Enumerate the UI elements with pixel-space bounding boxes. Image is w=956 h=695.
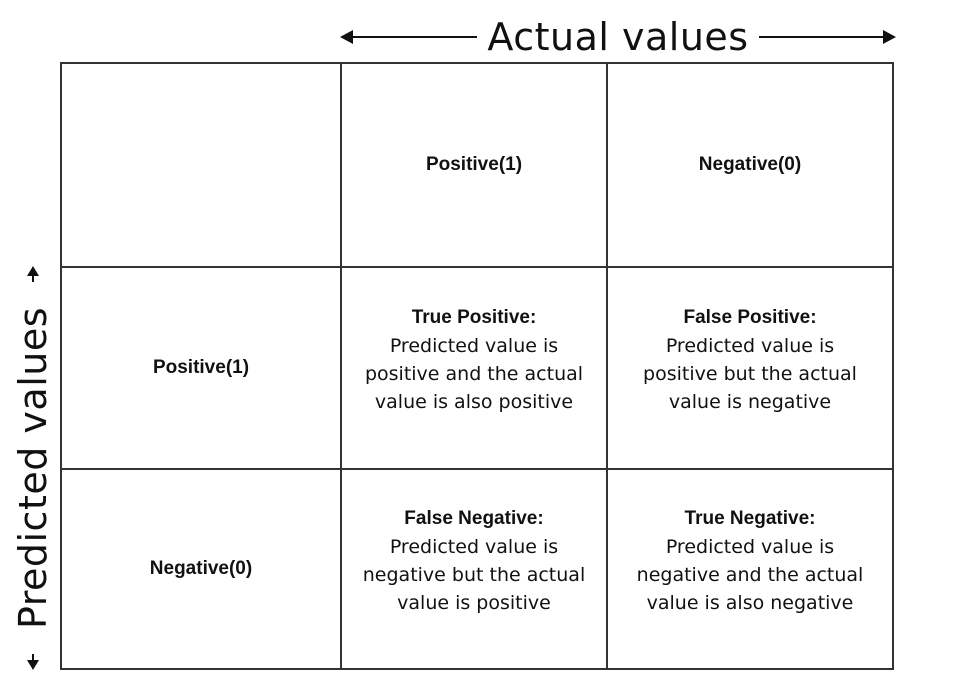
left-arrow-icon bbox=[339, 30, 478, 44]
row-header-label: Positive(1) bbox=[152, 357, 250, 378]
actual-values-axis: Actual values bbox=[339, 14, 897, 60]
true-positive-cell: True Positive: Predicted value is positi… bbox=[342, 268, 608, 470]
false-positive-cell: False Positive: Predicted value is posit… bbox=[608, 268, 892, 470]
cell-description: Predicted value is positive but the actu… bbox=[643, 335, 857, 413]
right-arrow-icon bbox=[758, 30, 897, 44]
predicted-values-label: Predicted values bbox=[11, 306, 55, 630]
row-header-positive: Positive(1) bbox=[62, 268, 342, 470]
confusion-matrix: Positive(1) Negative(0) Positive(1) True… bbox=[60, 62, 894, 670]
cell-title: False Positive: bbox=[683, 307, 817, 328]
down-arrow-icon bbox=[32, 654, 34, 668]
predicted-values-axis: Predicted values bbox=[8, 268, 58, 668]
col-header-label: Negative(0) bbox=[698, 154, 802, 175]
corner-cell bbox=[62, 64, 342, 268]
row-header-negative: Negative(0) bbox=[62, 470, 342, 668]
col-header-negative: Negative(0) bbox=[608, 64, 892, 268]
actual-values-label: Actual values bbox=[487, 15, 749, 59]
col-header-label: Positive(1) bbox=[425, 154, 523, 175]
cell-description: Predicted value is positive and the actu… bbox=[364, 335, 584, 413]
false-negative-cell: False Negative: Predicted value is negat… bbox=[342, 470, 608, 668]
col-header-positive: Positive(1) bbox=[342, 64, 608, 268]
cell-title: False Negative: bbox=[404, 508, 544, 529]
row-header-label: Negative(0) bbox=[149, 558, 253, 579]
cell-description: Predicted value is negative and the actu… bbox=[636, 536, 864, 614]
up-arrow-icon bbox=[32, 268, 34, 282]
cell-title: True Positive: bbox=[411, 307, 537, 328]
cell-description: Predicted value is negative but the actu… bbox=[362, 536, 586, 614]
cell-title: True Negative: bbox=[684, 508, 816, 529]
true-negative-cell: True Negative: Predicted value is negati… bbox=[608, 470, 892, 668]
